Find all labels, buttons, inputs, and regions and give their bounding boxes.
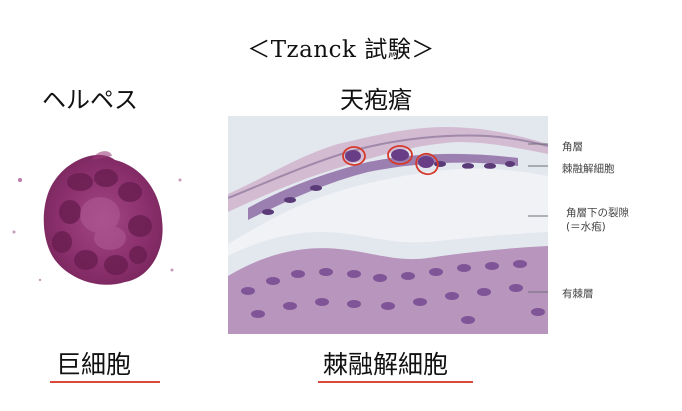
acantholytic-cell-caption: 棘融解細胞: [323, 350, 449, 379]
acantholytic-cell-underline: [318, 381, 473, 383]
subcorneal-cleft-label: 角層下の裂隙 (＝水疱): [566, 206, 629, 234]
herpes-heading: ヘルペス: [42, 86, 138, 114]
pemphigus-heading: 天疱瘡: [340, 86, 412, 114]
spinous-layer-label: 有棘層: [562, 288, 594, 300]
slide-title: ＜Tzanck 試験＞: [247, 37, 435, 63]
giant-cell-micrograph: [0, 120, 205, 335]
giant-cell-caption: 巨細胞: [56, 350, 132, 379]
subcorneal-cleft-line2: (＝水疱): [566, 221, 606, 233]
acantholytic-cell-label: 棘融解細胞: [562, 163, 615, 175]
giant-cell-underline: [50, 381, 160, 383]
horny-layer-label: 角層: [562, 141, 583, 153]
subcorneal-cleft-line1: 角層下の裂隙: [566, 207, 629, 219]
acantholytic-cell-micrograph: [228, 116, 548, 334]
